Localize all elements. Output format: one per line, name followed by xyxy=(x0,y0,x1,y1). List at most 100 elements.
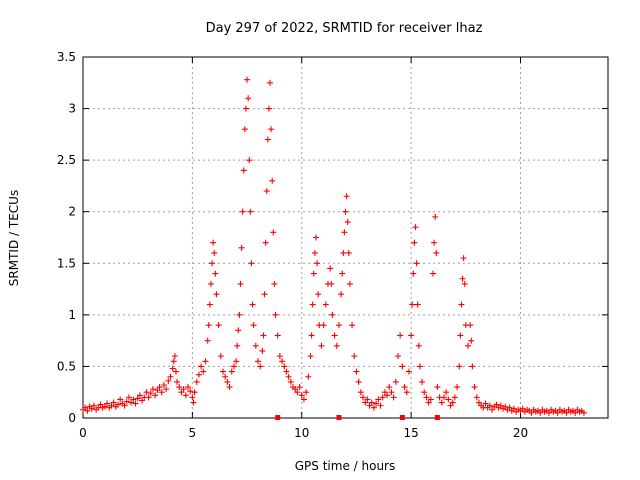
data-point xyxy=(108,402,115,409)
data-point xyxy=(419,378,426,385)
data-point xyxy=(296,384,303,391)
data-point xyxy=(475,399,482,406)
data-point xyxy=(97,401,104,408)
data-point xyxy=(165,377,172,384)
data-point xyxy=(185,384,191,391)
data-point xyxy=(315,291,322,298)
data-point xyxy=(88,405,95,412)
data-point xyxy=(364,396,371,403)
data-point xyxy=(303,389,310,396)
data-point xyxy=(318,342,325,349)
data-point xyxy=(457,332,464,339)
data-point xyxy=(572,409,579,416)
data-point xyxy=(471,384,478,391)
data-point xyxy=(206,301,213,308)
data-point xyxy=(233,358,240,365)
bottom-square-marker xyxy=(336,415,342,420)
data-point xyxy=(403,389,410,396)
data-point xyxy=(247,208,254,215)
data-point xyxy=(377,402,384,409)
data-point xyxy=(145,394,152,401)
y-tick-label: 2 xyxy=(68,205,76,219)
data-point xyxy=(341,229,348,236)
data-point xyxy=(210,239,217,246)
data-point xyxy=(211,249,218,256)
data-point xyxy=(180,386,187,393)
data-point xyxy=(563,409,570,416)
data-point xyxy=(172,368,179,375)
y-tick-label: 0.5 xyxy=(57,359,76,373)
data-point xyxy=(198,363,205,370)
data-point xyxy=(486,402,493,409)
data-point xyxy=(425,399,432,406)
data-point xyxy=(90,402,97,409)
data-point xyxy=(327,265,334,272)
data-point xyxy=(399,363,406,370)
data-point xyxy=(104,400,111,407)
data-point xyxy=(270,229,277,236)
data-point xyxy=(272,311,279,318)
data-point xyxy=(375,396,382,403)
data-point xyxy=(193,378,200,385)
data-point xyxy=(381,389,388,396)
data-point xyxy=(224,378,231,385)
data-point xyxy=(438,399,445,406)
data-point xyxy=(338,291,345,298)
data-point xyxy=(346,280,353,287)
data-point xyxy=(170,358,177,365)
data-point xyxy=(268,126,275,133)
data-point xyxy=(408,332,415,339)
data-point xyxy=(264,136,271,143)
data-point xyxy=(207,280,214,287)
data-point xyxy=(410,270,417,277)
data-point xyxy=(279,358,286,365)
data-point xyxy=(445,396,452,403)
data-point xyxy=(147,390,154,397)
data-point xyxy=(465,342,471,349)
data-point xyxy=(519,405,526,412)
data-point xyxy=(310,270,317,277)
data-point xyxy=(537,409,544,416)
data-point xyxy=(271,280,278,287)
data-point xyxy=(212,270,219,277)
data-point xyxy=(388,389,395,396)
data-point xyxy=(510,405,517,412)
data-point xyxy=(355,378,362,385)
data-point xyxy=(414,301,421,308)
data-point xyxy=(468,337,475,344)
bottom-markers xyxy=(275,415,440,420)
x-tick-label: 5 xyxy=(189,426,197,440)
data-point xyxy=(386,384,393,391)
data-point xyxy=(545,409,552,416)
data-point xyxy=(405,368,412,375)
data-point xyxy=(191,389,198,396)
data-point xyxy=(307,353,314,360)
data-point xyxy=(430,270,436,277)
data-point xyxy=(469,363,476,370)
data-point xyxy=(339,270,346,277)
data-point xyxy=(440,394,447,401)
chart-title: Day 297 of 2022, SRMTID for receiver lha… xyxy=(206,21,483,36)
data-point xyxy=(182,392,189,399)
data-point xyxy=(287,378,294,385)
data-point xyxy=(265,105,272,112)
data-point xyxy=(262,239,269,246)
data-point xyxy=(554,409,561,416)
data-point xyxy=(121,402,128,409)
bottom-square-marker xyxy=(275,415,281,420)
data-point xyxy=(150,386,156,393)
data-point xyxy=(246,157,253,164)
data-point xyxy=(412,224,419,231)
data-point xyxy=(373,400,380,407)
y-tick-label: 0 xyxy=(68,411,76,425)
data-point xyxy=(493,401,500,408)
data-point xyxy=(433,249,440,256)
data-point xyxy=(401,384,408,391)
data-point xyxy=(528,409,535,416)
y-tick-label: 1.5 xyxy=(57,256,76,270)
data-point xyxy=(242,105,249,112)
data-point xyxy=(351,353,358,360)
data-point xyxy=(240,167,247,174)
data-point xyxy=(276,353,283,360)
y-tick-label: 2.5 xyxy=(57,153,76,167)
